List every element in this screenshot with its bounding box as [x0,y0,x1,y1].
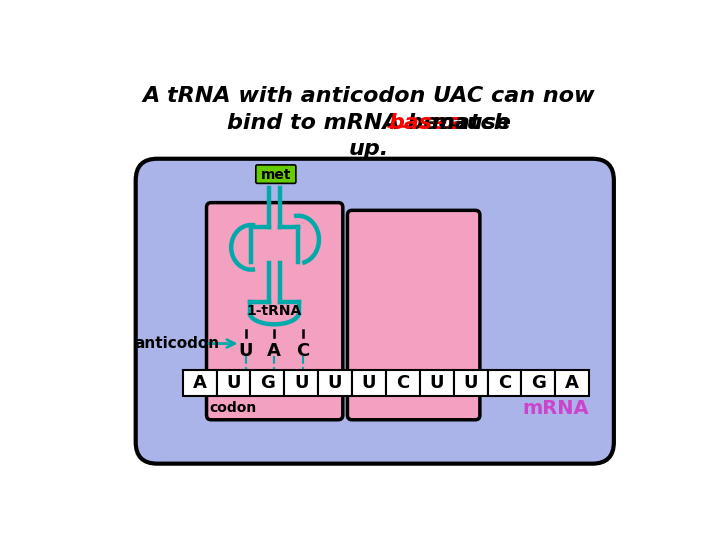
Bar [251,370,284,396]
Text: C: C [296,342,310,360]
Text: C: C [396,374,410,392]
Text: G: G [260,374,275,392]
Text: bind to mRNA because: bind to mRNA because [227,112,518,132]
Text: U: U [464,374,478,392]
FancyBboxPatch shape [256,165,296,184]
Text: up.: up. [349,139,389,159]
Text: met: met [261,168,291,182]
Text: codon: codon [210,401,257,415]
Bar [454,370,487,396]
Text: A: A [267,342,282,360]
Bar [487,370,521,396]
FancyBboxPatch shape [135,159,614,464]
Text: C: C [498,374,511,392]
Text: A: A [193,374,207,392]
Text: U: U [238,342,253,360]
Bar [521,370,555,396]
Bar [352,370,386,396]
Text: U: U [294,374,308,392]
Text: U: U [328,374,343,392]
Text: U: U [361,374,377,392]
Bar [386,370,420,396]
Text: match: match [425,112,510,132]
Bar [555,370,589,396]
Bar [420,370,454,396]
Text: mRNA: mRNA [523,399,589,418]
Bar [217,370,251,396]
Text: U: U [226,374,240,392]
Bar [318,370,352,396]
Bar [183,370,217,396]
Text: 1-tRNA: 1-tRNA [247,304,302,318]
Text: G: G [531,374,546,392]
Text: anticodon: anticodon [134,336,220,351]
Text: A tRNA with anticodon UAC can now: A tRNA with anticodon UAC can now [143,86,595,106]
Text: bases: bases [388,112,461,132]
FancyBboxPatch shape [348,211,480,420]
Text: U: U [430,374,444,392]
FancyBboxPatch shape [207,202,343,420]
Text: A: A [565,374,579,392]
Bar [284,370,318,396]
